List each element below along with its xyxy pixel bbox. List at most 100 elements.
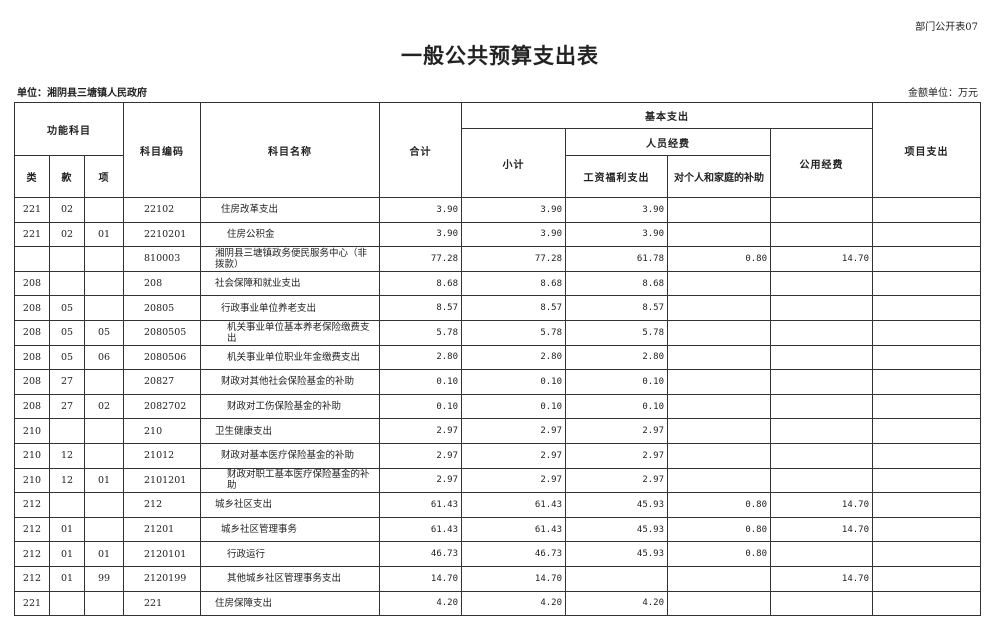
cell-wage: 3.90 xyxy=(565,221,668,248)
cell-xiang xyxy=(84,442,124,469)
cell-kuan: 01 xyxy=(49,516,85,543)
cell-code: 2080505 xyxy=(123,319,201,346)
cell-subsidy xyxy=(667,467,771,494)
cell-total: 61.43 xyxy=(379,516,462,543)
cell-name: 城乡社区支出 xyxy=(200,492,380,518)
cell-lei: 210 xyxy=(14,442,50,469)
cell-subtotal: 8.57 xyxy=(461,295,566,321)
cell-subsidy xyxy=(667,344,771,371)
cell-lei: 212 xyxy=(14,492,50,518)
cell-public: 14.70 xyxy=(770,246,873,272)
cell-xiang: 01 xyxy=(84,541,124,567)
cell-subtotal: 8.68 xyxy=(461,270,566,297)
cell-subsidy xyxy=(667,393,771,420)
cell-total: 0.10 xyxy=(379,369,462,395)
cell-name: 机关事业单位基本养老保险缴费支出 xyxy=(200,319,380,346)
cell-public: 14.70 xyxy=(770,516,873,543)
cell-wage: 8.68 xyxy=(565,270,668,297)
cell-subsidy xyxy=(667,442,771,469)
cell-project xyxy=(872,246,981,272)
cell-total: 4.20 xyxy=(379,590,462,617)
cell-name: 住房改革支出 xyxy=(200,197,380,223)
cell-public xyxy=(770,393,873,420)
cell-name: 湘阴县三塘镇政务便民服务中心（非拨款） xyxy=(200,246,380,272)
cell-kuan: 05 xyxy=(49,319,85,346)
cell-subtotal: 3.90 xyxy=(461,221,566,248)
cell-total: 14.70 xyxy=(379,565,462,592)
cell-kuan: 27 xyxy=(49,393,85,420)
cell-subtotal: 2.97 xyxy=(461,467,566,494)
cell-total: 2.80 xyxy=(379,344,462,371)
cell-project xyxy=(872,492,981,518)
cell-wage: 45.93 xyxy=(565,516,668,543)
cell-public xyxy=(770,295,873,321)
cell-lei: 208 xyxy=(14,270,50,297)
cell-xiang xyxy=(84,295,124,321)
cell-wage: 61.78 xyxy=(565,246,668,272)
cell-wage: 2.97 xyxy=(565,442,668,469)
cell-code: 22102 xyxy=(123,197,201,223)
cell-subsidy xyxy=(667,590,771,617)
cell-project xyxy=(872,319,981,346)
cell-xiang: 01 xyxy=(84,221,124,248)
cell-total: 61.43 xyxy=(379,492,462,518)
money-unit-label: 金额单位：万元 xyxy=(908,88,978,99)
cell-subsidy: 0.80 xyxy=(667,246,771,272)
cell-project xyxy=(872,590,981,617)
cell-kuan xyxy=(49,492,85,518)
cell-name: 卫生健康支出 xyxy=(200,418,380,444)
cell-name: 社会保障和就业支出 xyxy=(200,270,380,297)
cell-xiang: 06 xyxy=(84,344,124,371)
cell-code: 2210201 xyxy=(123,221,201,248)
cell-lei: 221 xyxy=(14,590,50,617)
cell-wage: 8.57 xyxy=(565,295,668,321)
cell-subtotal: 14.70 xyxy=(461,565,566,592)
cell-total: 77.28 xyxy=(379,246,462,272)
page-title: 一般公共预算支出表 xyxy=(401,43,599,68)
cell-total: 8.68 xyxy=(379,270,462,297)
cell-xiang xyxy=(84,418,124,444)
cell-subsidy xyxy=(667,565,771,592)
cell-total: 0.10 xyxy=(379,393,462,420)
cell-wage xyxy=(565,565,668,592)
cell-lei: 208 xyxy=(14,393,50,420)
cell-xiang xyxy=(84,197,124,223)
cell-name: 财政对职工基本医疗保险基金的补助 xyxy=(200,467,380,494)
table-row: 212 01 01 2120101 行政运行 46.73 46.73 45.93 0.80 xyxy=(14,541,981,567)
cell-subtotal: 61.43 xyxy=(461,516,566,543)
table-row: 810003 湘阴县三塘镇政务便民服务中心（非拨款） 77.28 77.28 61.78… xyxy=(14,246,981,272)
cell-name: 财政对基本医疗保险基金的补助 xyxy=(200,442,380,469)
header-xiang: 项 xyxy=(84,155,124,198)
cell-project xyxy=(872,442,981,469)
cell-lei: 208 xyxy=(14,344,50,371)
cell-kuan: 27 xyxy=(49,369,85,395)
cell-subsidy xyxy=(667,418,771,444)
cell-xiang xyxy=(84,246,124,272)
cell-kuan xyxy=(49,246,85,272)
cell-wage: 4.20 xyxy=(565,590,668,617)
table-row: 210 12 21012 财政对基本医疗保险基金的补助 2.97 2.97 2.97 xyxy=(14,442,981,469)
cell-name: 机关事业单位职业年金缴费支出 xyxy=(200,344,380,371)
header-subtotal: 小计 xyxy=(461,128,566,198)
header-subsidy: 对个人和家庭的补助 xyxy=(667,155,771,198)
cell-subtotal: 3.90 xyxy=(461,197,566,223)
cell-subsidy xyxy=(667,221,771,248)
cell-name: 行政运行 xyxy=(200,541,380,567)
cell-public xyxy=(770,369,873,395)
cell-code: 2080506 xyxy=(123,344,201,371)
cell-name: 住房保障支出 xyxy=(200,590,380,617)
cell-subtotal: 2.97 xyxy=(461,418,566,444)
cell-wage: 45.93 xyxy=(565,492,668,518)
cell-xiang xyxy=(84,516,124,543)
cell-public xyxy=(770,197,873,223)
cell-xiang xyxy=(84,492,124,518)
cell-project xyxy=(872,270,981,297)
cell-project xyxy=(872,344,981,371)
cell-lei: 210 xyxy=(14,418,50,444)
cell-lei: 212 xyxy=(14,565,50,592)
cell-subtotal: 2.97 xyxy=(461,442,566,469)
cell-xiang xyxy=(84,270,124,297)
cell-project xyxy=(872,221,981,248)
cell-name: 行政事业单位养老支出 xyxy=(200,295,380,321)
cell-public xyxy=(770,221,873,248)
